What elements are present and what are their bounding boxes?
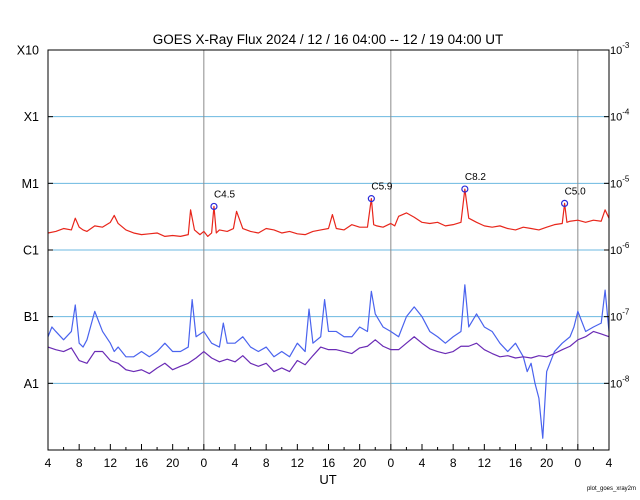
right-axis-label-1: 10-4 <box>610 108 630 124</box>
x-tick-label-2: 12 <box>104 456 118 470</box>
left-axis-label-0: X10 <box>17 44 39 58</box>
x-tick-label-4: 20 <box>166 456 180 470</box>
right-axis-label-3: 10-6 <box>610 241 630 257</box>
left-axis-label-1: X1 <box>24 110 39 124</box>
flare-label-1: C4.5 <box>214 189 236 200</box>
x-tick-label-3: 16 <box>135 456 149 470</box>
x-tick-label-13: 8 <box>450 456 457 470</box>
left-axis-label-2: M1 <box>22 177 39 191</box>
x-tick-label-0: 4 <box>45 456 52 470</box>
flare-label-3: C8.2 <box>465 172 487 183</box>
x-axis-label: UT <box>319 472 336 487</box>
flare-marker-4 <box>560 199 569 208</box>
chart-title: GOES X-Ray Flux 2024 / 12 / 16 04:00 -- … <box>153 32 503 47</box>
right-axis-label-5: 10-8 <box>610 374 630 390</box>
right-axis-label-2: 10-5 <box>610 174 630 190</box>
series-line-2 <box>47 284 610 439</box>
series-line-1 <box>47 188 610 237</box>
flare-label-4: C5.0 <box>565 186 587 197</box>
series-group <box>47 188 610 439</box>
x-tick-label-7: 8 <box>263 456 270 470</box>
right-axis-label-4: 10-7 <box>610 308 630 324</box>
x-tick-label-1: 8 <box>76 456 83 470</box>
annotations: C4.5 C5.9 C8.2 C5.0 <box>210 172 587 211</box>
flare-marker-3 <box>461 185 469 193</box>
right-axis-label-0: 10-3 <box>610 41 630 57</box>
x-tick-label-14: 12 <box>478 456 492 470</box>
x-tick-label-11: 0 <box>387 456 394 470</box>
footer-text: plot_goes_xray2m <box>587 486 636 492</box>
x-tick-label-16: 20 <box>540 456 554 470</box>
x-tick-label-12: 4 <box>419 456 426 470</box>
flare-marker-1 <box>210 202 218 211</box>
flare-label-2: C5.9 <box>371 182 393 193</box>
x-tick-label-15: 16 <box>509 456 523 470</box>
x-tick-label-8: 12 <box>291 456 305 470</box>
series-line-3 <box>47 330 610 375</box>
left-axis-labels: X10 X1 M1 C1 B1 A1 <box>17 44 53 391</box>
x-tick-label-17: 0 <box>574 456 581 470</box>
x-tick-label-5: 0 <box>200 456 207 470</box>
day-boundary-lines <box>203 50 579 450</box>
left-axis-label-5: A1 <box>24 377 39 391</box>
x-tick-label-9: 16 <box>322 456 336 470</box>
x-tick-label-6: 4 <box>232 456 239 470</box>
flare-marker-2 <box>367 195 375 203</box>
x-tick-label-18: 4 <box>606 456 613 470</box>
x-axis-ticks: 4 8 12 16 20 0 4 8 12 16 20 0 4 8 12 16 20 0 4 <box>45 444 613 470</box>
left-axis-label-3: C1 <box>23 244 39 258</box>
right-axis-labels: 10-3 10-4 10-5 10-6 10-7 10-8 <box>604 41 630 390</box>
left-axis-label-4: B1 <box>24 310 39 324</box>
grid-lines <box>48 116 609 384</box>
x-tick-label-10: 20 <box>353 456 367 470</box>
